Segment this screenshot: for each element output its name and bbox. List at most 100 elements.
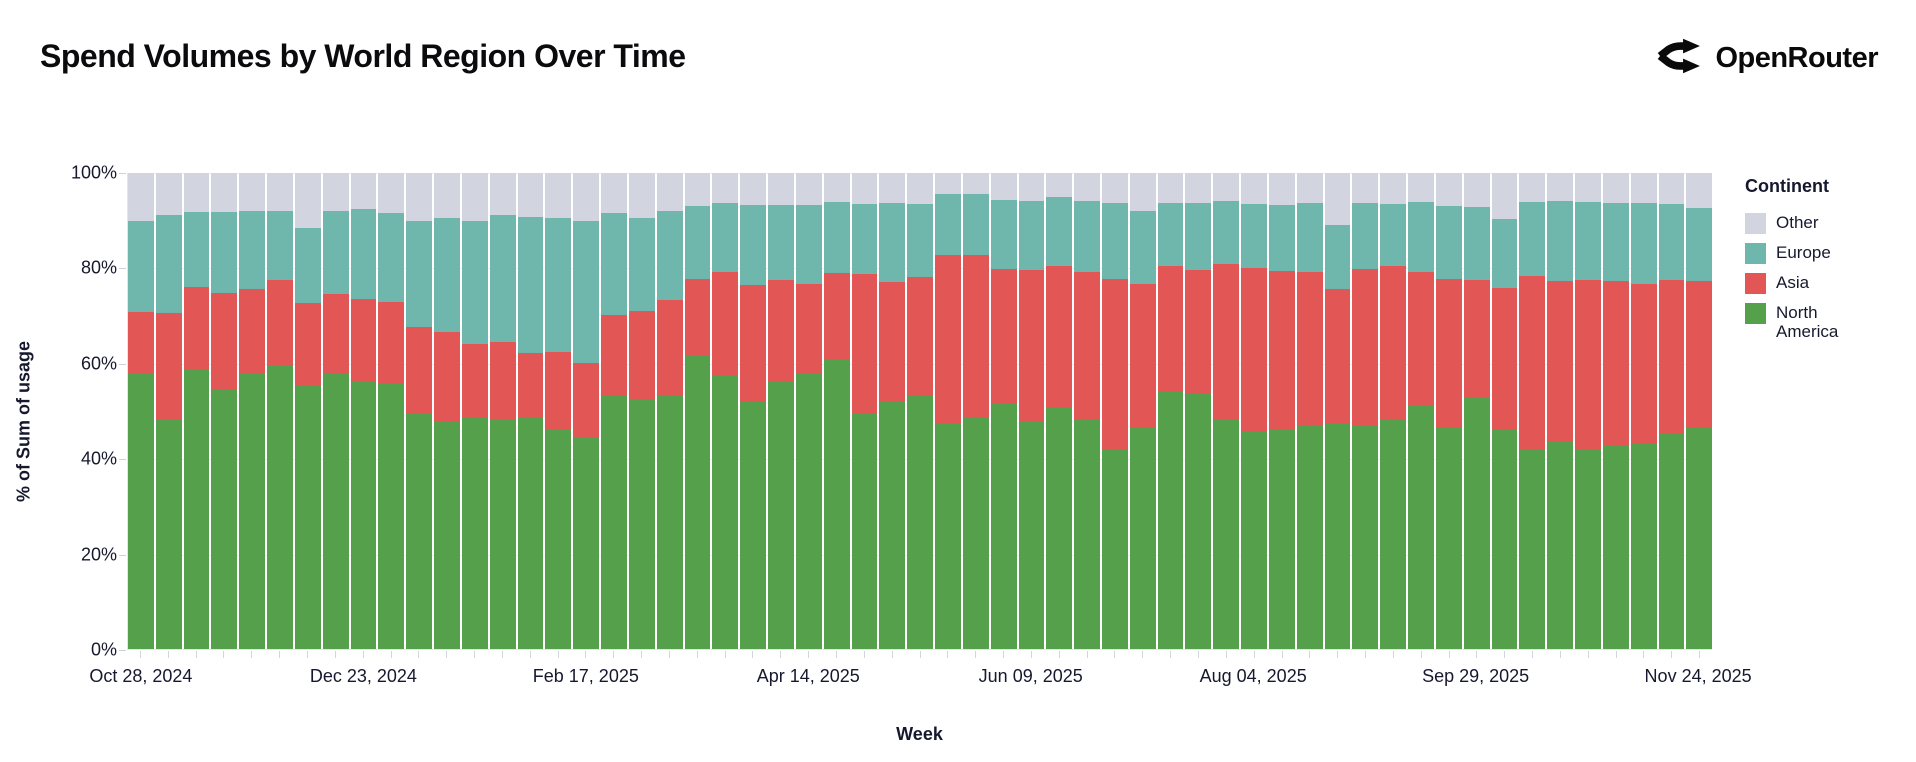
bar-segment-other[interactable] (406, 173, 433, 221)
bar-segment-north-america[interactable] (768, 381, 794, 649)
bar-segment-north-america[interactable] (406, 412, 433, 649)
bar[interactable] (795, 173, 822, 649)
bar-segment-europe[interactable] (378, 212, 405, 302)
bar-segment-asia[interactable] (155, 312, 182, 420)
bar-segment-other[interactable] (1408, 173, 1434, 203)
legend-item-asia[interactable]: Asia (1745, 273, 1910, 294)
bar-segment-europe[interactable] (1686, 207, 1713, 282)
bar-segment-europe[interactable] (1241, 203, 1267, 269)
bar-segment-other[interactable] (1352, 173, 1379, 203)
bar-segment-europe[interactable] (1547, 201, 1574, 282)
bar-segment-europe[interactable] (823, 201, 850, 274)
bar-segment-other[interactable] (1519, 173, 1546, 203)
bar[interactable] (406, 173, 433, 649)
bar-segment-asia[interactable] (1630, 284, 1657, 444)
bar-segment-north-america[interactable] (1519, 450, 1546, 649)
bar-segment-europe[interactable] (406, 220, 433, 328)
bar-segment-other[interactable] (322, 173, 349, 212)
bar-segment-asia[interactable] (628, 310, 655, 400)
bar-segment-asia[interactable] (768, 280, 794, 382)
bar-segment-north-america[interactable] (517, 417, 544, 649)
bar-segment-europe[interactable] (350, 209, 377, 299)
bar-segment-europe[interactable] (517, 217, 544, 354)
bar-segment-other[interactable] (1046, 173, 1073, 198)
bar[interactable] (350, 173, 377, 649)
bar[interactable] (1630, 173, 1657, 649)
bar-segment-europe[interactable] (628, 218, 655, 311)
bar-segment-europe[interactable] (1018, 201, 1045, 270)
bar-segment-north-america[interactable] (1630, 443, 1657, 649)
bar-segment-other[interactable] (1268, 173, 1295, 206)
bar[interactable] (1686, 173, 1713, 649)
bar-segment-north-america[interactable] (1491, 429, 1518, 649)
bar[interactable] (1129, 173, 1156, 649)
bar-segment-europe[interactable] (1602, 202, 1629, 282)
bar-segment-north-america[interactable] (935, 423, 961, 649)
bar[interactable] (322, 173, 349, 649)
bar[interactable] (434, 173, 460, 649)
bar-segment-asia[interactable] (1185, 270, 1212, 394)
bar-segment-europe[interactable] (1630, 202, 1657, 285)
bar[interactable] (990, 173, 1017, 649)
bar-segment-other[interactable] (1491, 173, 1518, 220)
bar-segment-other[interactable] (712, 173, 739, 203)
bar-segment-europe[interactable] (795, 205, 822, 285)
bar-segment-asia[interactable] (211, 292, 238, 389)
bar-segment-europe[interactable] (656, 211, 683, 301)
bar-segment-other[interactable] (128, 173, 154, 222)
bar-segment-asia[interactable] (740, 284, 767, 402)
bar[interactable] (267, 173, 293, 649)
bar-segment-other[interactable] (1658, 173, 1685, 204)
bar-segment-asia[interactable] (879, 281, 906, 403)
bar-segment-other[interactable] (350, 173, 377, 210)
bar-segment-asia[interactable] (545, 352, 572, 429)
bar[interactable] (1380, 173, 1407, 649)
bar[interactable] (1296, 173, 1323, 649)
bar-segment-north-america[interactable] (851, 413, 878, 649)
bar-segment-europe[interactable] (962, 194, 989, 255)
bar-segment-other[interactable] (294, 173, 321, 229)
bar-segment-europe[interactable] (322, 211, 349, 295)
bar-segment-asia[interactable] (294, 302, 321, 385)
bar[interactable] (461, 173, 488, 649)
bar-segment-north-america[interactable] (434, 420, 460, 649)
bar-segment-europe[interactable] (1435, 206, 1462, 280)
bar-segment-north-america[interactable] (322, 374, 349, 649)
bar-segment-other[interactable] (1241, 173, 1267, 204)
bar-segment-other[interactable] (1575, 173, 1601, 203)
bar-segment-europe[interactable] (1352, 202, 1379, 270)
bar-segment-asia[interactable] (601, 314, 627, 396)
bar-segment-other[interactable] (656, 173, 683, 212)
bar-segment-north-america[interactable] (1463, 397, 1490, 649)
bar[interactable] (879, 173, 906, 649)
bar-segment-europe[interactable] (851, 203, 878, 274)
bar-segment-north-america[interactable] (294, 384, 321, 649)
bar-segment-asia[interactable] (990, 269, 1017, 404)
bar-segment-asia[interactable] (935, 254, 961, 424)
bar-segment-other[interactable] (573, 173, 600, 221)
bar-segment-asia[interactable] (1129, 284, 1156, 429)
bar-segment-europe[interactable] (1296, 202, 1323, 273)
bar-segment-europe[interactable] (990, 199, 1017, 270)
bar-segment-europe[interactable] (294, 228, 321, 303)
bar[interactable] (1241, 173, 1267, 649)
bar[interactable] (211, 173, 238, 649)
bar-segment-north-america[interactable] (545, 428, 572, 649)
legend-item-north-america[interactable]: North America (1745, 303, 1910, 341)
bar-segment-north-america[interactable] (573, 437, 600, 649)
bar-segment-other[interactable] (935, 173, 961, 195)
bar-segment-other[interactable] (823, 173, 850, 202)
bar-segment-europe[interactable] (1380, 203, 1407, 266)
bar-segment-north-america[interactable] (1324, 422, 1351, 649)
bar-segment-north-america[interactable] (1101, 450, 1128, 649)
bar-segment-asia[interactable] (1380, 265, 1407, 419)
bar-segment-asia[interactable] (350, 298, 377, 383)
bar[interactable] (962, 173, 989, 649)
bar-segment-north-america[interactable] (684, 355, 711, 649)
bar-segment-europe[interactable] (684, 206, 711, 280)
bar-segment-north-america[interactable] (823, 360, 850, 649)
bar-segment-europe[interactable] (1519, 202, 1546, 276)
bar-segment-europe[interactable] (1658, 203, 1685, 281)
bar-segment-north-america[interactable] (1547, 442, 1574, 649)
bar-segment-north-america[interactable] (1352, 425, 1379, 649)
